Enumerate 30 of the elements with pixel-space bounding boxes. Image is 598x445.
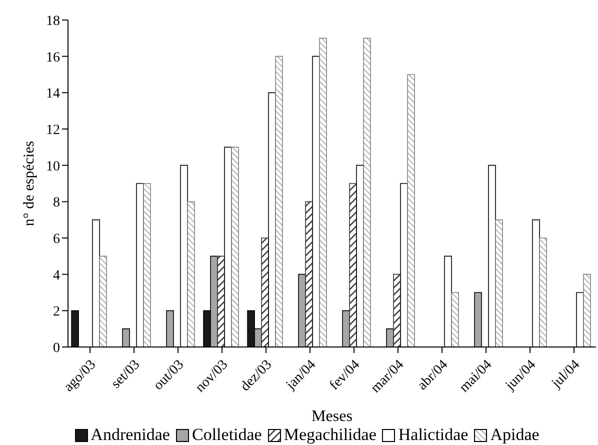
- legend-label: Andrenidae: [90, 425, 170, 445]
- bar: [363, 38, 371, 347]
- y-tick-label: 12: [46, 122, 60, 138]
- y-tick-label: 18: [46, 14, 60, 29]
- bar: [451, 292, 459, 347]
- y-tick-label: 8: [53, 196, 60, 211]
- bar: [407, 74, 415, 347]
- legend-label: Megachilidae: [284, 425, 376, 445]
- y-tick-label: 0: [53, 340, 60, 356]
- y-tick-label: 2: [53, 304, 60, 320]
- y-axis-title: n° de espécies: [21, 140, 38, 226]
- bar: [583, 274, 591, 347]
- y-tick-label: 4: [53, 268, 60, 284]
- bar: [187, 201, 195, 347]
- y-tick-label: 14: [46, 86, 60, 102]
- bar: [349, 183, 357, 347]
- x-axis-title: Meses: [312, 408, 352, 425]
- y-tick-label: 16: [46, 50, 60, 66]
- bar: [539, 238, 547, 347]
- y-tick-label: 10: [46, 159, 60, 174]
- bar: [99, 256, 107, 347]
- bar: [319, 38, 327, 347]
- legend-label: Colletidae: [192, 425, 262, 445]
- bar: [495, 219, 503, 347]
- bar: [231, 146, 239, 347]
- legend-label: Halictidae: [398, 425, 468, 445]
- bar: [143, 183, 151, 347]
- bar: [275, 56, 283, 347]
- y-tick-label: 6: [53, 232, 60, 247]
- legend-label: Apidae: [490, 425, 540, 445]
